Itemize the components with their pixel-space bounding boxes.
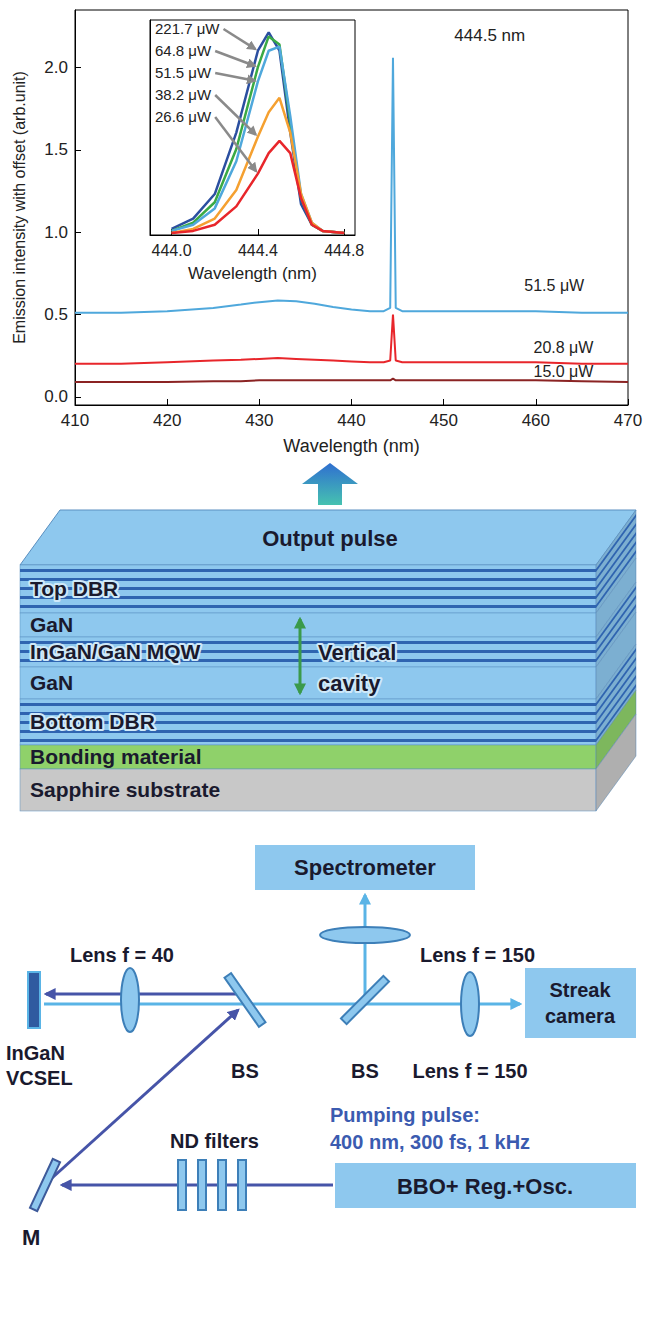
svg-text:InGaN: InGaN xyxy=(6,1042,65,1064)
svg-text:BBO+ Reg.+Osc.: BBO+ Reg.+Osc. xyxy=(397,1174,573,1199)
svg-text:Wavelength (nm): Wavelength (nm) xyxy=(283,436,419,456)
svg-text:1.0: 1.0 xyxy=(44,223,68,242)
svg-text:Top DBR: Top DBR xyxy=(30,577,118,600)
svg-text:470: 470 xyxy=(614,411,642,430)
svg-text:64.8 μW: 64.8 μW xyxy=(155,42,212,59)
svg-text:Pumping pulse:: Pumping pulse: xyxy=(330,1104,480,1126)
svg-text:BS: BS xyxy=(231,1060,259,1082)
svg-text:Sapphire substrate: Sapphire substrate xyxy=(30,778,220,801)
svg-text:20.8 μW: 20.8 μW xyxy=(534,339,595,356)
svg-text:Spectrometer: Spectrometer xyxy=(294,855,436,880)
svg-text:2.0: 2.0 xyxy=(44,58,68,77)
svg-text:Lens f = 40: Lens f = 40 xyxy=(70,944,174,966)
svg-text:Wavelength (nm): Wavelength (nm) xyxy=(188,264,317,283)
svg-text:444.8: 444.8 xyxy=(324,242,364,259)
svg-text:450: 450 xyxy=(429,411,457,430)
svg-text:M: M xyxy=(22,1225,40,1250)
svg-text:InGaN/GaN MQW: InGaN/GaN MQW xyxy=(30,640,201,663)
svg-text:GaN: GaN xyxy=(30,671,73,694)
svg-text:51.5 μW: 51.5 μW xyxy=(524,277,585,294)
svg-text:0.0: 0.0 xyxy=(44,387,68,406)
svg-text:444.5 nm: 444.5 nm xyxy=(454,26,525,45)
svg-text:26.6 μW: 26.6 μW xyxy=(155,108,212,125)
svg-text:VCSEL: VCSEL xyxy=(6,1067,73,1089)
svg-text:Lens f = 150: Lens f = 150 xyxy=(420,944,535,966)
svg-text:444.0: 444.0 xyxy=(152,242,192,259)
svg-text:400 nm, 300 fs, 1 kHz: 400 nm, 300 fs, 1 kHz xyxy=(330,1131,530,1153)
svg-text:38.2 μW: 38.2 μW xyxy=(155,86,212,103)
svg-text:444.4: 444.4 xyxy=(238,242,278,259)
svg-text:420: 420 xyxy=(153,411,181,430)
svg-text:Lens f = 150: Lens f = 150 xyxy=(412,1060,527,1082)
svg-text:BS: BS xyxy=(351,1060,379,1082)
svg-text:460: 460 xyxy=(522,411,550,430)
svg-text:430: 430 xyxy=(245,411,273,430)
svg-text:221.7 μW: 221.7 μW xyxy=(155,20,220,37)
svg-text:Streak: Streak xyxy=(549,979,611,1001)
svg-text:Bottom DBR: Bottom DBR xyxy=(30,710,155,733)
svg-text:51.5 μW: 51.5 μW xyxy=(155,64,212,81)
svg-text:Output pulse: Output pulse xyxy=(262,526,398,551)
svg-text:410: 410 xyxy=(61,411,89,430)
svg-text:0.5: 0.5 xyxy=(44,305,68,324)
svg-text:Emission intensity with offset: Emission intensity with offset (arb.unit… xyxy=(11,71,28,344)
svg-text:440: 440 xyxy=(337,411,365,430)
svg-text:1.5: 1.5 xyxy=(44,140,68,159)
svg-text:Bonding material: Bonding material xyxy=(30,745,202,768)
svg-text:GaN: GaN xyxy=(30,613,73,636)
svg-text:cavity: cavity xyxy=(318,671,381,696)
svg-text:camera: camera xyxy=(545,1005,616,1027)
svg-text:Vertical: Vertical xyxy=(318,640,396,665)
svg-text:ND filters: ND filters xyxy=(170,1130,259,1152)
svg-text:15.0 μW: 15.0 μW xyxy=(534,363,595,380)
